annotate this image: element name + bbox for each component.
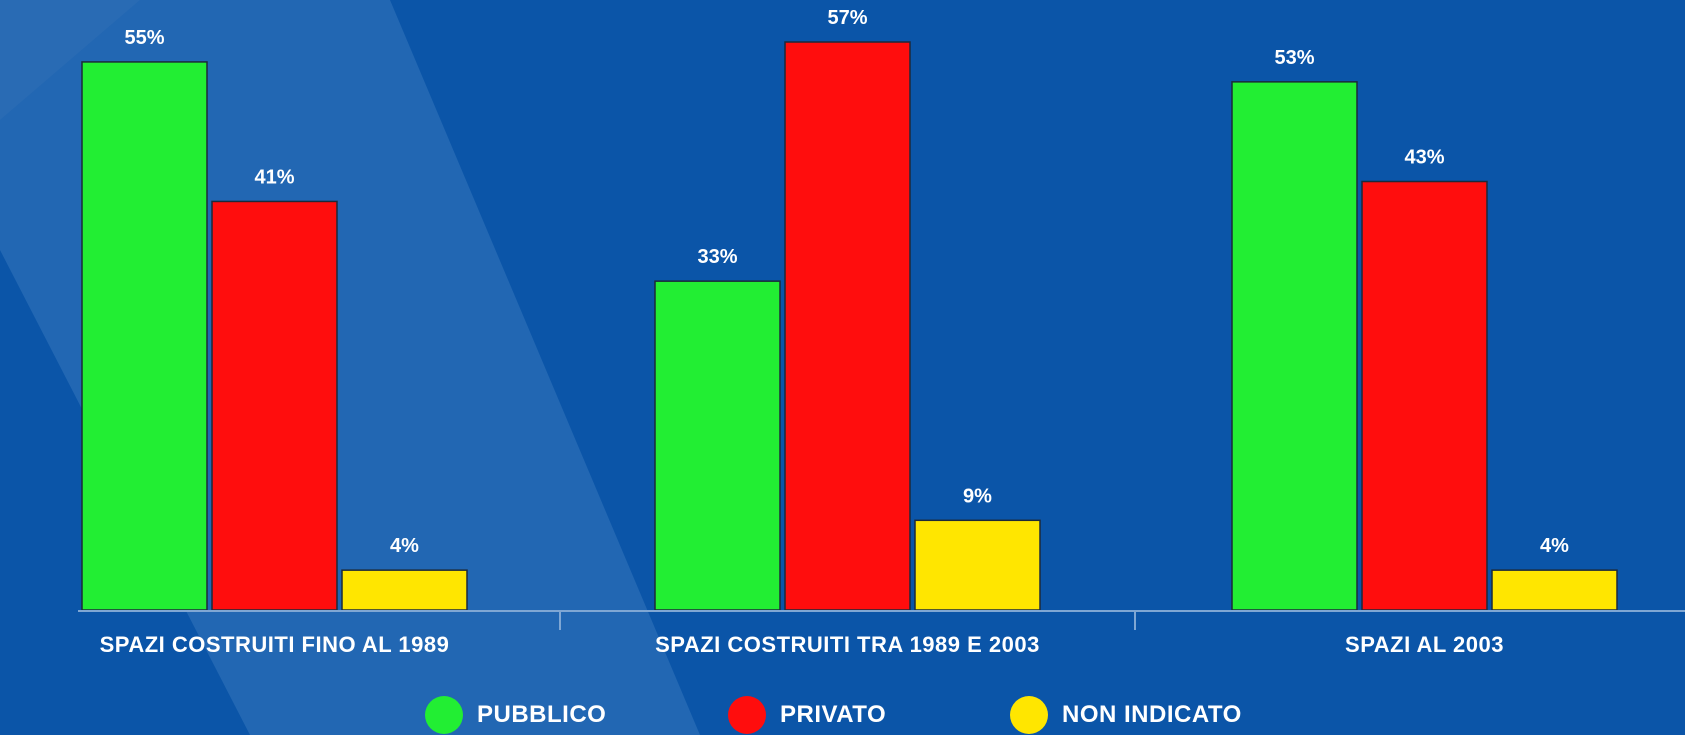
value-label-non-indicato-3: 4% bbox=[1540, 535, 1569, 557]
value-label-non-indicato-1: 4% bbox=[390, 535, 419, 557]
bar-pubblico-2 bbox=[654, 280, 781, 611]
legend-swatch-pubblico bbox=[425, 696, 463, 734]
legend-swatch-privato bbox=[728, 696, 766, 734]
value-label-non-indicato-2: 9% bbox=[963, 485, 992, 507]
value-label-privato-3: 43% bbox=[1404, 147, 1444, 169]
value-label-privato-1: 41% bbox=[254, 166, 294, 188]
value-label-privato-2: 57% bbox=[827, 7, 867, 29]
category-label-2: SPAZI COSTRUITI TRA 1989 E 2003 bbox=[655, 632, 1040, 657]
category-labels-group: SPAZI COSTRUITI FINO AL 1989 SPAZI COSTRU… bbox=[100, 632, 1504, 657]
value-labels-group: 55% 41% 4% 33% 57% 9% 53% 43% 4% bbox=[124, 7, 1569, 557]
bar-non-indicato-2 bbox=[914, 519, 1041, 611]
category-label-3: SPAZI AL 2003 bbox=[1345, 632, 1504, 657]
category-label-1: SPAZI COSTRUITI FINO AL 1989 bbox=[100, 632, 450, 657]
legend-item-pubblico: PUBBLICO bbox=[425, 695, 606, 735]
corner-shade bbox=[0, 0, 140, 120]
legend-label-non-indicato: NON INDICATO bbox=[1062, 701, 1242, 728]
legend-label-pubblico: PUBBLICO bbox=[477, 701, 607, 728]
bar-pubblico-1 bbox=[81, 61, 208, 611]
bar-privato-3 bbox=[1361, 180, 1488, 611]
bar-privato-2 bbox=[784, 41, 911, 611]
legend-item-privato: PRIVATO bbox=[728, 695, 886, 735]
legend-label-privato: PRIVATO bbox=[780, 701, 887, 728]
value-label-pubblico-2: 33% bbox=[697, 246, 737, 268]
x-axis bbox=[78, 610, 1685, 630]
value-label-pubblico-3: 53% bbox=[1274, 47, 1314, 69]
bar-pubblico-3 bbox=[1231, 81, 1358, 611]
bar-non-indicato-3 bbox=[1491, 569, 1618, 611]
legend-swatch-non-indicato bbox=[1010, 696, 1048, 734]
legend: PUBBLICO PRIVATO NON INDICATO bbox=[0, 695, 1685, 735]
bar-chart: 55% 41% 4% 33% 57% 9% 53% 43% 4% SPAZI COSTRUITI… bbox=[78, 7, 1685, 657]
value-label-pubblico-1: 55% bbox=[124, 27, 164, 49]
bar-non-indicato-1 bbox=[341, 569, 468, 611]
bar-privato-1 bbox=[211, 200, 338, 611]
legend-item-non-indicato: NON INDICATO bbox=[1010, 695, 1242, 735]
bars-group bbox=[81, 41, 1618, 611]
